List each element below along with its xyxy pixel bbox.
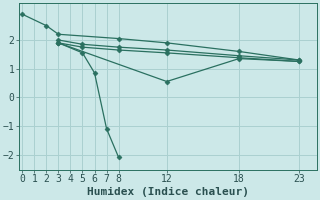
X-axis label: Humidex (Indice chaleur): Humidex (Indice chaleur) (87, 187, 249, 197)
